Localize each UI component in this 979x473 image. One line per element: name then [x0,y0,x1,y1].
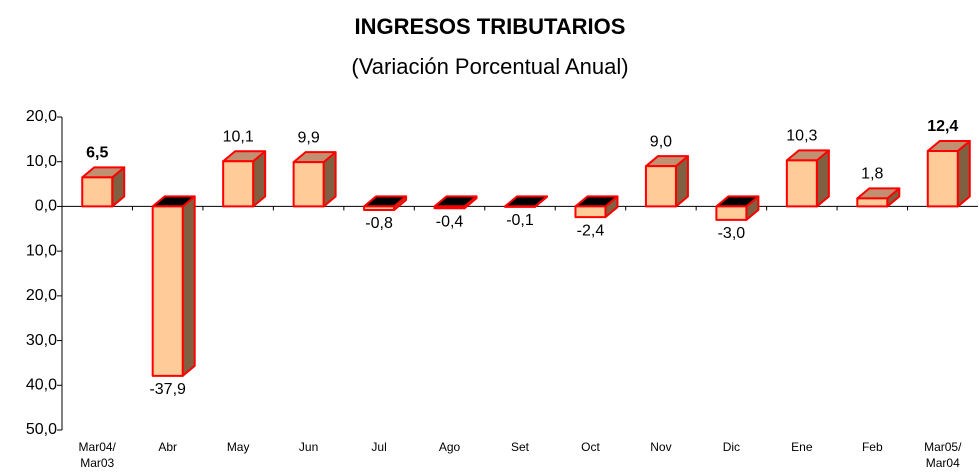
y-tick-label: 0,0 [35,198,57,215]
y-tick-label: 40,0 [26,377,57,394]
y-tick-label: 10,0 [26,153,57,170]
x-tick-label: Mar05/Mar04 [924,440,962,470]
bar [433,205,466,210]
bar [151,205,184,377]
value-label: 9,9 [297,129,319,146]
bar [504,205,536,208]
bar [574,205,607,219]
y-tick-label: 30,0 [26,332,57,349]
chart-title: INGRESOS TRIBUTARIOS [355,14,626,39]
bar [856,197,889,208]
x-tick-label: Feb [862,440,883,454]
x-tick-label: Nov [650,440,671,454]
x-tick-label: Set [511,440,530,454]
bar [926,149,959,208]
x-tick-label: Dic [723,440,740,454]
bar [81,176,114,208]
x-tick-label: Ene [791,440,813,454]
value-label: 1,8 [861,166,883,183]
bar [363,205,396,212]
x-tick-label: Oct [581,440,600,454]
y-tick-label: 50,0 [26,421,57,438]
chart-subtitle: (Variación Porcentual Anual) [351,54,628,79]
value-label: -3,0 [718,225,746,242]
bar-top [504,195,548,208]
y-tick-label: 20,0 [26,287,57,304]
value-label: -0,1 [506,212,534,229]
x-tick-label: Ago [439,440,461,454]
value-label: -2,4 [577,222,605,239]
x-tick-label: Abr [158,440,177,454]
value-label: -0,8 [365,215,393,232]
value-label: 12,4 [927,118,958,135]
bar-top [433,195,478,208]
x-tick-label: May [227,440,250,454]
value-label: -37,9 [149,381,186,398]
value-label: 6,5 [86,145,108,162]
value-label: 10,3 [786,128,817,145]
bar [292,161,325,208]
value-label: -0,4 [436,213,464,230]
bar [644,165,677,208]
x-tick-label: Jun [299,440,318,454]
value-label: 10,1 [223,128,254,145]
bar [222,160,255,208]
bar-side [181,195,196,377]
bar-side [956,139,971,208]
y-tick-label: 20,0 [26,108,57,125]
value-label: 9,0 [650,133,672,150]
x-tick-label: Jul [371,440,386,454]
bar [785,159,818,208]
bar [715,205,748,221]
x-tick-label: Mar04/Mar03 [79,440,117,470]
y-tick-label: 10,0 [26,242,57,259]
